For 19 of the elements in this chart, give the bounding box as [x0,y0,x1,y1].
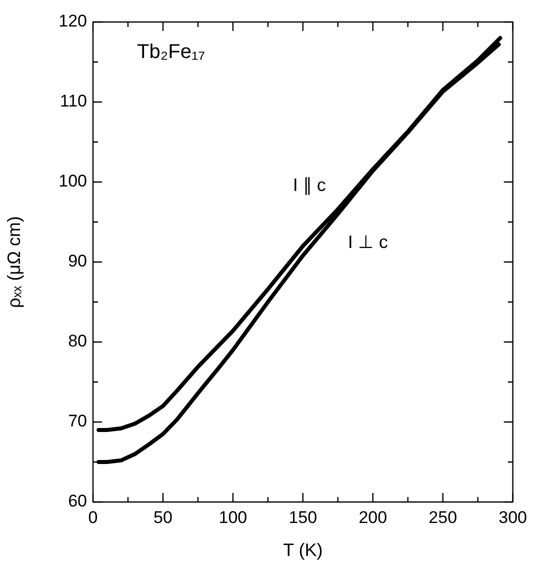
x-axis-title: T (K) [283,540,323,560]
x-tick-label: 0 [88,508,98,527]
y-tick-label: 60 [68,492,87,511]
y-tick-label: 120 [58,12,87,31]
x-tick-label: 200 [358,508,388,527]
y-axis-title: ρₓₓ (μΩ cm) [4,216,24,308]
y-tick-label: 110 [60,92,87,111]
y-tick-label: 90 [68,252,87,271]
x-tick-label: 300 [498,508,528,527]
y-tick-label: 70 [68,412,87,431]
series-label: I ∥ c [292,175,326,196]
x-tick-label: 100 [218,508,248,527]
x-tick-label: 50 [154,508,172,527]
y-tick-label: 80 [68,332,87,351]
y-tick-label: 100 [58,172,87,191]
x-tick-label: 250 [428,508,458,527]
annotation: Tb₂Fe₁₇ [137,41,206,63]
series-label: I ⊥ c [348,232,388,252]
x-tick-label: 150 [288,508,318,527]
